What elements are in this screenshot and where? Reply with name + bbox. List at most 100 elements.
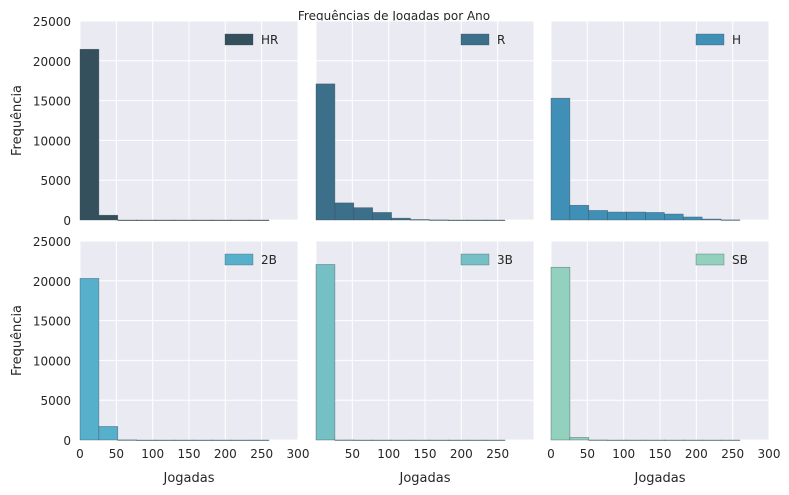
histogram-bar <box>372 439 392 441</box>
legend-swatch <box>224 33 254 46</box>
histogram-bar <box>447 439 468 441</box>
legend-swatch <box>695 33 725 46</box>
histogram-bar <box>645 212 665 221</box>
histogram-bar <box>249 219 270 221</box>
x-tick-label: 300 <box>287 447 310 461</box>
x-tick-label: 250 <box>486 447 509 461</box>
x-tick-label: 100 <box>141 447 164 461</box>
histogram-bar <box>588 210 608 221</box>
histogram-bar <box>98 214 119 221</box>
histogram-bar <box>410 219 430 221</box>
legend: R <box>460 33 505 47</box>
x-axis-label: Jogadas <box>399 471 451 486</box>
histogram-bar <box>334 202 355 221</box>
histogram-bar <box>447 219 468 221</box>
x-tick-label: 50 <box>580 447 595 461</box>
legend-label: 3B <box>497 253 513 267</box>
legend-label: HR <box>261 33 278 47</box>
x-tick-label: 100 <box>612 447 635 461</box>
x-tick-label: 200 <box>450 447 473 461</box>
x-tick-label: 0 <box>76 447 84 461</box>
panel-sb: SB 0 50 100 150 200 250 300 Jogadas <box>547 240 781 486</box>
legend-swatch <box>460 253 490 266</box>
histogram-bar <box>193 439 213 441</box>
histogram-bar <box>607 211 627 221</box>
histogram-bar <box>485 219 506 221</box>
legend-label: R <box>497 33 505 47</box>
histogram-bar <box>720 439 741 441</box>
legend-label: SB <box>732 253 748 267</box>
histogram-bar <box>588 439 608 441</box>
panel-3b: 3B 50 100 150 200 250 Jogadas <box>315 240 535 486</box>
figure-title: Frequências de Jogadas por Ano <box>298 9 490 23</box>
histogram-bar <box>664 439 684 441</box>
legend: 2B <box>224 253 277 267</box>
histogram-bar <box>607 439 627 441</box>
histogram-bar <box>550 266 571 441</box>
histogram-bar <box>485 439 506 441</box>
x-axis-label: Jogadas <box>163 471 215 486</box>
histogram-bar <box>701 439 722 441</box>
y-tick-label: 5000 <box>40 174 71 188</box>
histogram-bar <box>79 48 100 221</box>
histogram-bar <box>391 439 411 441</box>
histogram-bar <box>174 439 194 441</box>
y-axis-label: Frequência <box>10 85 25 156</box>
legend-swatch <box>460 33 490 46</box>
legend: SB <box>695 253 748 267</box>
histogram-bar <box>626 439 646 441</box>
histogram-bar <box>230 439 251 441</box>
histogram-bar <box>315 83 336 221</box>
histogram-bar <box>682 216 703 221</box>
x-tick-label: 150 <box>649 447 672 461</box>
y-tick-label: 25000 <box>33 235 71 249</box>
histogram-bar <box>211 439 232 441</box>
y-tick-label: 15000 <box>33 95 71 109</box>
histogram-bar <box>79 278 100 441</box>
panel-hr: HR 0 5000 10000 15000 20000 25000 Frequência <box>10 15 299 228</box>
histogram-bar <box>429 439 449 441</box>
histogram-bar <box>230 219 251 221</box>
histogram-bar <box>98 426 119 441</box>
histogram-bar <box>372 212 392 221</box>
histogram-bar <box>569 437 590 441</box>
histogram-bar <box>117 219 137 221</box>
histogram-bar <box>211 219 232 221</box>
histogram-bar <box>315 264 336 441</box>
legend: H <box>695 33 741 47</box>
y-axis-label: Frequência <box>10 305 25 376</box>
x-tick-label: 200 <box>214 447 237 461</box>
x-axis-label: Jogadas <box>634 471 686 486</box>
y-tick-label: 10000 <box>33 354 71 368</box>
histogram-bar <box>391 217 411 221</box>
panel-r: R <box>315 20 535 221</box>
x-tick-label: 100 <box>377 447 400 461</box>
histogram-bar <box>193 219 213 221</box>
x-tick-label: 50 <box>109 447 124 461</box>
histogram-bar <box>664 213 684 221</box>
x-tick-label: 300 <box>758 447 781 461</box>
x-tick-label: 250 <box>721 447 744 461</box>
legend: 3B <box>460 253 513 267</box>
y-tick-label: 0 <box>63 434 71 448</box>
x-tick-label: 200 <box>685 447 708 461</box>
x-tick-label: 0 <box>547 447 555 461</box>
x-tick-label: 150 <box>414 447 437 461</box>
histogram-bar <box>682 439 703 441</box>
y-tick-label: 0 <box>63 214 71 228</box>
histogram-bar <box>155 439 175 441</box>
y-tick-label: 10000 <box>33 134 71 148</box>
histogram-bar <box>136 219 156 221</box>
legend: HR <box>224 33 278 47</box>
y-tick-label: 15000 <box>33 315 71 329</box>
panel-2b: 2B 0 5000 10000 15000 20000 25000 Frequência 0 50… <box>10 235 309 486</box>
histogram-bar <box>645 439 665 441</box>
histogram-bar <box>174 219 194 221</box>
histogram-bar <box>429 219 449 221</box>
histogram-bar <box>466 439 487 441</box>
histogram-bar <box>569 204 590 221</box>
histogram-bar <box>466 219 487 221</box>
y-tick-label: 20000 <box>33 55 71 69</box>
